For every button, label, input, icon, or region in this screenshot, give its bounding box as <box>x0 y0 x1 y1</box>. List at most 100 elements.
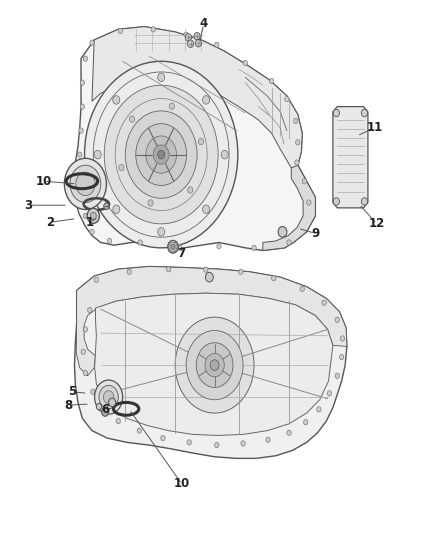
Circle shape <box>127 269 131 274</box>
Circle shape <box>195 39 201 47</box>
Circle shape <box>153 145 169 164</box>
Circle shape <box>333 198 339 205</box>
Circle shape <box>116 418 120 424</box>
Circle shape <box>102 408 109 416</box>
Circle shape <box>272 276 276 281</box>
Circle shape <box>215 42 219 47</box>
Circle shape <box>107 238 112 244</box>
Circle shape <box>287 430 291 435</box>
Circle shape <box>194 33 200 40</box>
Circle shape <box>94 277 99 282</box>
Circle shape <box>177 245 182 251</box>
Circle shape <box>118 28 123 34</box>
Circle shape <box>205 353 224 377</box>
Text: 7: 7 <box>178 247 186 260</box>
Polygon shape <box>74 266 347 458</box>
Circle shape <box>99 385 118 409</box>
Polygon shape <box>76 266 347 376</box>
Circle shape <box>104 203 109 209</box>
Circle shape <box>64 158 106 209</box>
Circle shape <box>327 391 332 396</box>
Circle shape <box>339 354 344 360</box>
Circle shape <box>269 78 274 84</box>
Circle shape <box>285 96 289 102</box>
Circle shape <box>278 227 287 237</box>
Circle shape <box>198 139 204 145</box>
Circle shape <box>130 116 135 123</box>
Polygon shape <box>333 107 368 208</box>
Circle shape <box>88 308 92 313</box>
Text: 2: 2 <box>46 216 54 229</box>
Circle shape <box>169 103 174 109</box>
Circle shape <box>78 152 82 157</box>
Circle shape <box>83 370 88 376</box>
Circle shape <box>168 240 178 253</box>
Circle shape <box>80 104 85 109</box>
Circle shape <box>186 330 243 400</box>
Circle shape <box>296 140 300 145</box>
Circle shape <box>335 317 339 322</box>
Circle shape <box>95 380 123 414</box>
Text: 10: 10 <box>35 175 52 188</box>
Circle shape <box>215 442 219 448</box>
Circle shape <box>113 205 120 214</box>
Text: 11: 11 <box>366 122 383 134</box>
Circle shape <box>295 160 299 165</box>
Text: 9: 9 <box>311 227 319 240</box>
Text: 8: 8 <box>64 399 72 411</box>
Text: 10: 10 <box>173 478 190 490</box>
Circle shape <box>90 229 94 235</box>
Circle shape <box>136 124 187 185</box>
Circle shape <box>239 269 243 274</box>
Circle shape <box>101 405 105 410</box>
Text: 6: 6 <box>101 403 109 416</box>
Circle shape <box>221 150 228 159</box>
Circle shape <box>187 440 191 445</box>
Text: 1: 1 <box>86 216 94 229</box>
Circle shape <box>217 244 221 249</box>
Circle shape <box>187 40 194 47</box>
Circle shape <box>146 136 177 173</box>
Circle shape <box>252 245 256 251</box>
Circle shape <box>158 73 165 82</box>
Circle shape <box>80 80 85 85</box>
Polygon shape <box>263 165 315 251</box>
Circle shape <box>185 34 191 41</box>
Circle shape <box>203 95 210 104</box>
Circle shape <box>361 198 367 205</box>
Circle shape <box>91 389 95 394</box>
Circle shape <box>104 85 218 224</box>
Circle shape <box>300 286 304 292</box>
Text: 12: 12 <box>368 217 385 230</box>
Circle shape <box>243 60 247 66</box>
Polygon shape <box>92 27 307 181</box>
Circle shape <box>333 109 339 117</box>
Circle shape <box>204 267 208 272</box>
Circle shape <box>307 200 311 205</box>
Circle shape <box>83 56 88 61</box>
Circle shape <box>361 109 367 117</box>
Circle shape <box>187 187 193 193</box>
Circle shape <box>287 240 291 245</box>
Circle shape <box>94 150 101 159</box>
Circle shape <box>103 391 114 403</box>
Circle shape <box>87 208 99 223</box>
Circle shape <box>90 212 96 220</box>
Circle shape <box>109 398 116 407</box>
Circle shape <box>119 164 124 171</box>
Circle shape <box>196 343 233 387</box>
Text: 5: 5 <box>68 385 76 398</box>
Circle shape <box>83 213 88 219</box>
Circle shape <box>205 272 213 282</box>
Circle shape <box>293 118 298 124</box>
Circle shape <box>302 179 307 184</box>
Circle shape <box>317 407 321 412</box>
Circle shape <box>304 419 308 425</box>
Circle shape <box>166 266 171 272</box>
Circle shape <box>171 244 175 249</box>
Circle shape <box>203 205 210 214</box>
Text: 3: 3 <box>25 199 32 212</box>
Circle shape <box>161 435 165 441</box>
Circle shape <box>113 95 120 104</box>
Circle shape <box>79 128 83 133</box>
